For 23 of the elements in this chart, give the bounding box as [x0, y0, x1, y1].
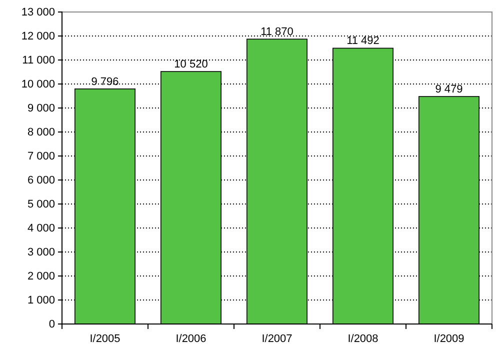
- data-label: 9 479: [435, 84, 463, 96]
- y-tick-label: 5 000: [27, 198, 55, 211]
- y-tick-label: 3 000: [27, 246, 55, 259]
- y-tick-label: 11 000: [22, 54, 55, 67]
- y-tick-label: 2 000: [27, 270, 55, 283]
- x-tick-label: I/2005: [90, 332, 120, 345]
- x-tick-label: I/2009: [434, 332, 464, 345]
- y-tick-label: 13 000: [21, 6, 55, 19]
- data-label: 11 870: [260, 26, 294, 38]
- y-tick-label: 10 000: [21, 78, 55, 91]
- y-tick-label: 1 000: [27, 294, 55, 307]
- x-tick-label: I/2007: [262, 332, 292, 345]
- y-tick-label: 12 000: [21, 30, 55, 43]
- y-tick-label: 7 000: [27, 150, 55, 163]
- y-tick-label: 4 000: [27, 222, 55, 235]
- y-tick-label: 6 000: [27, 174, 55, 187]
- data-label: 10 520: [174, 58, 208, 71]
- y-tick-label: 0: [48, 318, 55, 331]
- y-tick-label: 8 000: [27, 126, 55, 139]
- y-tick-label: 9 000: [27, 102, 55, 115]
- x-tick-label: I/2008: [348, 332, 378, 345]
- data-label: 11 492: [346, 35, 380, 48]
- x-tick-label: I/2006: [176, 332, 206, 345]
